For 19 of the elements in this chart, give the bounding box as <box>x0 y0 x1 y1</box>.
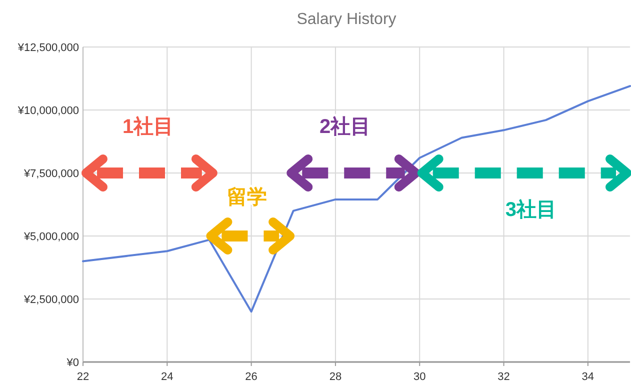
y-tick-label: ¥7,500,000 <box>22 168 79 180</box>
x-tick-label: 24 <box>161 371 174 383</box>
y-tick-label: ¥5,000,000 <box>22 231 79 243</box>
annotation: 留学 <box>227 186 268 208</box>
chart-title: Salary History <box>296 11 396 28</box>
x-tick-label: 26 <box>245 371 258 383</box>
y-tick-label: ¥2,500,000 <box>22 294 79 306</box>
y-tick-label: ¥10,000,000 <box>16 105 79 117</box>
x-tick-label: 30 <box>413 371 426 383</box>
x-tick-label: 32 <box>498 371 510 383</box>
x-tick-label: 34 <box>582 371 594 383</box>
annotation: 2社目 <box>319 115 371 138</box>
y-tick-label: ¥12,500,000 <box>16 42 79 54</box>
x-tick-label: 22 <box>76 371 90 383</box>
line-series <box>82 85 631 313</box>
annotation: 3社目 <box>505 198 557 222</box>
x-tick-label: 28 <box>329 371 342 383</box>
annotation: 1社目 <box>122 115 174 138</box>
y-tick-label: ¥0 <box>66 357 79 369</box>
